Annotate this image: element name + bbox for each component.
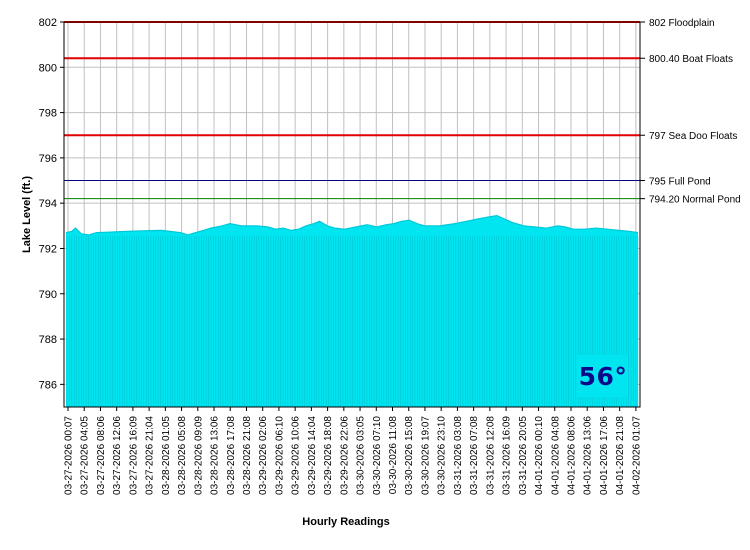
temperature-badge: 56° <box>578 355 628 397</box>
x-tick-label: 04-01-2026 21:08 <box>615 416 626 495</box>
y-tick-label: 786 <box>39 379 57 391</box>
x-tick-label: 03-27-2026 04:05 <box>80 416 91 495</box>
reference-label: 795 Full Pond <box>649 177 711 188</box>
x-tick-label: 03-28-2026 17:08 <box>226 416 237 495</box>
reference-label: 802 Floodplain <box>649 18 715 29</box>
lake-level-area <box>66 215 638 407</box>
x-tick-label: 04-01-2026 08:06 <box>567 416 578 495</box>
x-tick-label: 03-28-2026 09:09 <box>193 416 204 495</box>
x-tick-label: 03-29-2026 10:06 <box>291 416 302 495</box>
y-tick-label: 798 <box>39 108 57 120</box>
x-tick-label: 03-31-2026 16:09 <box>502 416 513 495</box>
x-tick-label: 03-30-2026 23:10 <box>437 416 448 495</box>
x-tick-label: 03-28-2026 21:08 <box>242 416 253 495</box>
x-tick-label: 04-01-2026 00:10 <box>534 416 545 495</box>
x-tick-label: 03-28-2026 05:08 <box>177 416 188 495</box>
x-tick-label: 03-29-2026 22:06 <box>339 416 350 495</box>
x-tick-label: 03-27-2026 12:06 <box>112 416 123 495</box>
y-tick-label: 796 <box>39 153 57 165</box>
x-tick-label: 03-30-2026 07:10 <box>372 416 383 495</box>
x-tick-label: 03-30-2026 03:05 <box>356 416 367 495</box>
y-tick-label: 800 <box>39 62 57 74</box>
plot-frame <box>63 21 641 408</box>
y-tick-label: 790 <box>39 289 57 301</box>
x-tick-label: 03-31-2026 12:08 <box>485 416 496 495</box>
x-tick-label: 03-29-2026 14:04 <box>307 416 318 495</box>
x-tick-label: 03-30-2026 19:07 <box>421 416 432 495</box>
x-tick-label: 03-30-2026 11:08 <box>388 416 399 495</box>
x-tick-label: 03-27-2026 00:07 <box>64 416 75 495</box>
x-tick-label: 03-29-2026 02:06 <box>258 416 269 495</box>
x-tick-label: 03-29-2026 06:10 <box>274 416 285 495</box>
reference-label: 797 Sea Doo Floats <box>649 131 737 142</box>
x-tick-label: 03-31-2026 03:08 <box>453 416 464 495</box>
x-tick-label: 03-27-2026 08:06 <box>96 416 107 495</box>
x-tick-label: 03-28-2026 13:06 <box>210 416 221 495</box>
reference-label: 794.20 Normal Pond <box>649 195 741 206</box>
x-axis-title: Hourly Readings <box>302 516 389 528</box>
x-tick-label: 03-31-2026 07:08 <box>469 416 480 495</box>
y-axis-title: Lake Level (ft.) <box>21 176 33 253</box>
y-tick-label: 802 <box>39 17 57 29</box>
x-tick-label: 03-30-2026 15:08 <box>404 416 415 495</box>
reference-label: 800.40 Boat Floats <box>649 54 733 65</box>
x-tick-label: 03-27-2026 16:09 <box>128 416 139 495</box>
temperature-value: 56° <box>578 361 628 391</box>
x-tick-label: 04-01-2026 13:06 <box>583 416 594 495</box>
y-tick-label: 794 <box>39 198 57 210</box>
x-tick-label: 03-27-2026 21:04 <box>145 416 156 495</box>
x-tick-label: 04-01-2026 17:06 <box>599 416 610 495</box>
x-tick-label: 04-02-2026 01:07 <box>631 416 642 495</box>
y-tick-label: 792 <box>39 243 57 255</box>
x-tick-label: 03-28-2026 01:05 <box>161 416 172 495</box>
lake-level-line <box>65 214 639 236</box>
x-tick-label: 03-29-2026 18:08 <box>323 416 334 495</box>
y-tick-label: 788 <box>39 334 57 346</box>
x-tick-label: 03-31-2026 20:05 <box>518 416 529 495</box>
x-tick-label: 04-01-2026 04:08 <box>550 416 561 495</box>
